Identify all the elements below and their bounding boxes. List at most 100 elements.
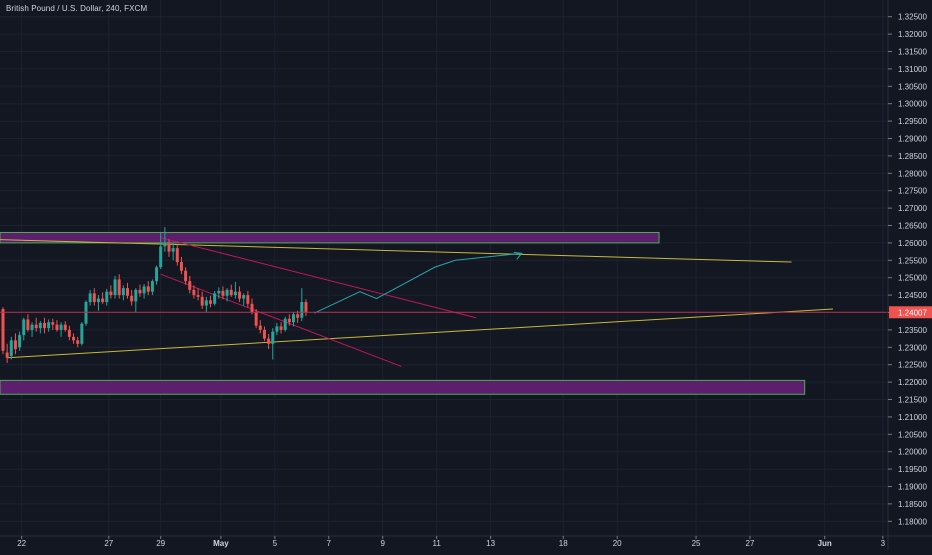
candle-body: [179, 262, 183, 271]
candle: [22, 317, 26, 341]
candle: [155, 265, 159, 285]
price-tick-label: 1.29500: [898, 117, 927, 126]
candle-body: [159, 246, 163, 268]
candle: [80, 322, 84, 346]
candle: [159, 232, 163, 269]
candle-body: [18, 335, 22, 348]
candle-body: [26, 319, 30, 330]
candle: [55, 320, 59, 332]
candle-body: [296, 314, 300, 318]
candle: [287, 314, 291, 326]
price-tick-label: 1.31000: [898, 65, 927, 74]
time-axis-bg: [0, 536, 932, 550]
candle: [204, 296, 208, 313]
price-tick-label: 1.27500: [898, 187, 927, 196]
trendline-channel: [160, 273, 402, 367]
candle-body: [250, 303, 254, 313]
candle-body: [47, 322, 51, 329]
candle: [109, 285, 113, 299]
projection-arrowhead: [513, 251, 523, 260]
candle-body: [142, 286, 146, 294]
price-tick-label: 1.30000: [898, 100, 927, 109]
candle: [113, 275, 117, 299]
candle: [246, 290, 250, 308]
candle: [30, 322, 34, 337]
candle: [217, 287, 221, 299]
time-tick-label: 9: [380, 539, 385, 548]
candle: [179, 256, 183, 275]
candle: [200, 291, 204, 310]
symbol-name: British Pound / U.S. Dollar: [6, 4, 102, 13]
candle: [117, 274, 121, 299]
price-tick-label: 1.26000: [898, 239, 927, 248]
candle: [221, 286, 225, 300]
candle: [184, 267, 188, 285]
price-tick-label: 1.28500: [898, 152, 927, 161]
candle-body: [9, 340, 13, 356]
last-price-label: 1.24007: [898, 308, 927, 317]
candle: [26, 314, 30, 332]
candle: [238, 286, 242, 303]
candle: [275, 322, 279, 336]
candle-body: [72, 336, 76, 341]
price-tick-label: 1.25000: [898, 274, 927, 283]
candle-body: [146, 286, 150, 292]
candle-body: [229, 289, 233, 296]
candle-body: [287, 318, 291, 323]
candle-body: [267, 338, 271, 344]
candle-body: [101, 298, 105, 303]
candle: [209, 295, 212, 308]
candle-body: [163, 243, 167, 247]
candle-body: [92, 293, 96, 303]
candle-body: [126, 288, 129, 296]
time-tick-label: 7: [327, 539, 332, 548]
candle-body: [30, 324, 34, 330]
candle-body: [171, 248, 175, 252]
price-tick-label: 1.32000: [898, 30, 927, 39]
trendline-resistance: [0, 239, 792, 263]
candle-body: [279, 326, 283, 330]
price-tick-label: 1.21000: [898, 413, 927, 422]
price-tick-label: 1.25500: [898, 256, 927, 265]
candle: [13, 333, 17, 355]
candle-body: [304, 302, 308, 313]
candle-body: [80, 323, 84, 344]
candle-body: [43, 322, 46, 329]
time-tick-label: 13: [486, 539, 495, 548]
candle: [43, 317, 46, 334]
candle: [130, 289, 134, 306]
candle: [296, 310, 300, 323]
candle: [146, 281, 150, 296]
candle: [192, 285, 196, 299]
time-tick-label: 3: [881, 539, 886, 548]
candle-body: [117, 279, 121, 296]
candle: [92, 288, 96, 306]
candle-body: [22, 319, 26, 336]
candle-body: [67, 329, 71, 337]
time-tick-label: 27: [104, 539, 113, 548]
candle-body: [5, 352, 9, 358]
candle: [171, 242, 175, 261]
candle: [167, 239, 171, 257]
candle-body: [217, 290, 221, 294]
candle-body: [221, 290, 225, 296]
symbol-source: FXCM: [124, 4, 148, 13]
price-tick-label: 1.18500: [898, 500, 927, 509]
symbol-title: British Pound / U.S. Dollar, 240, FXCM: [6, 4, 148, 13]
candle: [121, 285, 125, 301]
candle: [267, 334, 271, 350]
candle-body: [130, 295, 134, 302]
candle-body: [196, 295, 200, 297]
price-tick-label: 1.30500: [898, 82, 927, 91]
price-tick-label: 1.18000: [898, 517, 927, 526]
time-tick-label: 11: [433, 539, 442, 548]
candle: [304, 299, 308, 316]
candle-body: [246, 295, 250, 304]
candle-body: [76, 340, 80, 344]
candle: [163, 227, 167, 252]
candle: [126, 282, 129, 299]
candle-body: [192, 289, 196, 296]
candle: [292, 312, 295, 327]
